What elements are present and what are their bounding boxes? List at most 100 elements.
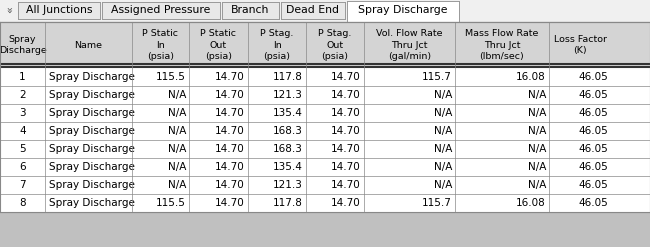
Bar — [0, 158, 650, 176]
Text: Dead End: Dead End — [287, 5, 339, 15]
Bar — [0, 176, 650, 194]
Text: Spray Discharge: Spray Discharge — [49, 198, 135, 208]
Text: Spray Discharge: Spray Discharge — [49, 162, 135, 172]
Text: 46.05: 46.05 — [578, 144, 608, 154]
Text: N/A: N/A — [528, 126, 546, 136]
Text: N/A: N/A — [168, 126, 186, 136]
Text: Spray Discharge: Spray Discharge — [49, 144, 135, 154]
Text: 5: 5 — [20, 144, 26, 154]
Text: 46.05: 46.05 — [578, 72, 608, 82]
Text: 8: 8 — [20, 198, 26, 208]
Text: 1: 1 — [20, 72, 26, 82]
Text: Spray Discharge: Spray Discharge — [49, 126, 135, 136]
Text: 14.70: 14.70 — [332, 162, 361, 172]
Text: Assigned Pressure: Assigned Pressure — [111, 5, 211, 15]
Text: N/A: N/A — [434, 144, 452, 154]
Text: N/A: N/A — [434, 108, 452, 118]
Text: 14.70: 14.70 — [332, 144, 361, 154]
Text: 14.70: 14.70 — [215, 108, 245, 118]
Text: P Static
In
(psia): P Static In (psia) — [142, 29, 179, 61]
Text: N/A: N/A — [528, 162, 546, 172]
Text: 46.05: 46.05 — [578, 108, 608, 118]
Text: N/A: N/A — [434, 90, 452, 100]
Bar — [0, 0, 650, 22]
Text: 16.08: 16.08 — [516, 72, 546, 82]
Text: Vol. Flow Rate
Thru Jct
(gal/min): Vol. Flow Rate Thru Jct (gal/min) — [376, 29, 443, 61]
Bar — [0, 104, 650, 122]
Text: 14.70: 14.70 — [215, 162, 245, 172]
Text: N/A: N/A — [434, 126, 452, 136]
Text: 46.05: 46.05 — [578, 90, 608, 100]
Text: 117.8: 117.8 — [273, 198, 303, 208]
Bar — [0, 68, 650, 86]
Bar — [18, 2, 100, 19]
Text: 6: 6 — [20, 162, 26, 172]
Text: 14.70: 14.70 — [215, 90, 245, 100]
Text: Spray Discharge: Spray Discharge — [358, 5, 448, 15]
Text: N/A: N/A — [434, 180, 452, 190]
Text: N/A: N/A — [528, 144, 546, 154]
Text: 115.7: 115.7 — [422, 198, 452, 208]
Text: 46.05: 46.05 — [578, 162, 608, 172]
Text: 46.05: 46.05 — [578, 180, 608, 190]
Bar — [281, 2, 345, 19]
Bar — [0, 122, 650, 140]
Text: «: « — [5, 7, 15, 13]
Text: 4: 4 — [20, 126, 26, 136]
Text: Mass Flow Rate
Thru Jct
(lbm/sec): Mass Flow Rate Thru Jct (lbm/sec) — [465, 29, 539, 61]
Bar — [0, 194, 650, 212]
Text: Branch: Branch — [231, 5, 270, 15]
Text: P Stag.
Out
(psia): P Stag. Out (psia) — [318, 29, 352, 61]
Text: 14.70: 14.70 — [215, 144, 245, 154]
Text: Spray Discharge: Spray Discharge — [49, 180, 135, 190]
Text: Spray Discharge: Spray Discharge — [49, 72, 135, 82]
Text: 14.70: 14.70 — [332, 90, 361, 100]
Text: N/A: N/A — [528, 180, 546, 190]
Text: 14.70: 14.70 — [332, 72, 361, 82]
Bar — [222, 2, 279, 19]
Text: N/A: N/A — [168, 90, 186, 100]
Text: 16.08: 16.08 — [516, 198, 546, 208]
Text: N/A: N/A — [168, 108, 186, 118]
Text: 115.7: 115.7 — [422, 72, 452, 82]
Text: Spray Discharge: Spray Discharge — [49, 90, 135, 100]
Bar — [0, 22, 650, 68]
Text: P Stag.
In
(psia): P Stag. In (psia) — [260, 29, 294, 61]
Text: 168.3: 168.3 — [273, 126, 303, 136]
Text: 14.70: 14.70 — [215, 126, 245, 136]
Text: 121.3: 121.3 — [273, 180, 303, 190]
Text: 14.70: 14.70 — [332, 126, 361, 136]
Text: 14.70: 14.70 — [215, 198, 245, 208]
Text: 46.05: 46.05 — [578, 126, 608, 136]
Text: 3: 3 — [20, 108, 26, 118]
Text: 2: 2 — [20, 90, 26, 100]
Text: N/A: N/A — [168, 180, 186, 190]
Text: 117.8: 117.8 — [273, 72, 303, 82]
Text: 115.5: 115.5 — [156, 72, 186, 82]
Text: 14.70: 14.70 — [332, 108, 361, 118]
Bar — [0, 86, 650, 104]
Text: 14.70: 14.70 — [332, 180, 361, 190]
Text: 135.4: 135.4 — [273, 108, 303, 118]
Text: 14.70: 14.70 — [332, 198, 361, 208]
Text: 7: 7 — [20, 180, 26, 190]
Text: 14.70: 14.70 — [215, 180, 245, 190]
Text: P Static
Out
(psia): P Static Out (psia) — [200, 29, 237, 61]
Text: 14.70: 14.70 — [215, 72, 245, 82]
Bar — [347, 1, 459, 22]
Text: N/A: N/A — [528, 108, 546, 118]
Text: N/A: N/A — [528, 90, 546, 100]
Text: Spray
Discharge: Spray Discharge — [0, 35, 46, 55]
Text: N/A: N/A — [168, 144, 186, 154]
Text: 46.05: 46.05 — [578, 198, 608, 208]
Text: Loss Factor
(K): Loss Factor (K) — [554, 35, 606, 55]
Text: 121.3: 121.3 — [273, 90, 303, 100]
Text: 168.3: 168.3 — [273, 144, 303, 154]
Text: Spray Discharge: Spray Discharge — [49, 108, 135, 118]
Text: Name: Name — [75, 41, 103, 49]
Bar — [102, 2, 220, 19]
Text: 115.5: 115.5 — [156, 198, 186, 208]
Bar — [0, 140, 650, 158]
Text: N/A: N/A — [434, 162, 452, 172]
Text: N/A: N/A — [168, 162, 186, 172]
